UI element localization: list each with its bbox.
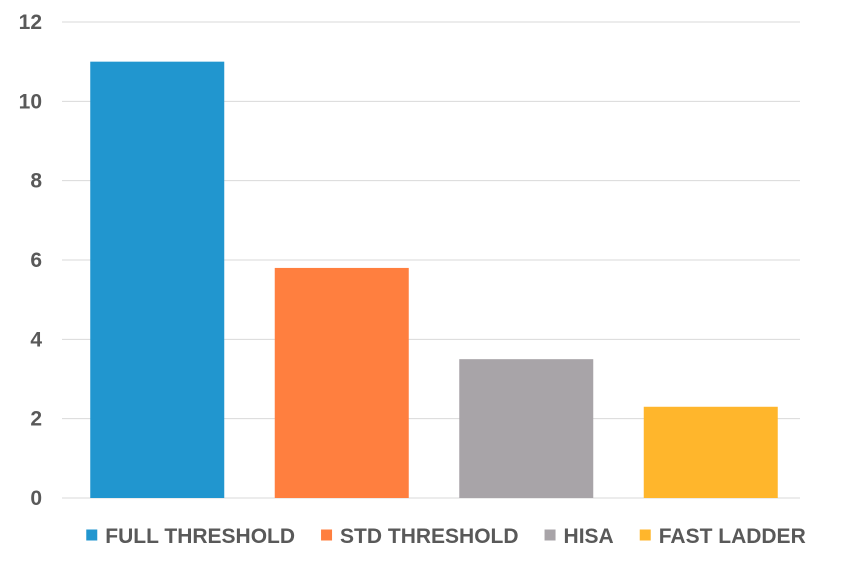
bar-full-threshold [90,61,225,499]
y-tick-label: 10 [19,90,42,113]
y-tick-label: 4 [30,328,42,351]
bar-std-threshold [274,267,409,498]
legend-label: HISA [564,525,614,548]
legend-swatch [321,529,333,541]
legend-swatch [639,529,651,541]
bar-fast-ladder [643,406,778,498]
legend-label: FULL THRESHOLD [105,525,295,548]
legend: FULL THRESHOLD STD THRESHOLD HISA FAST LADD… [86,525,806,548]
bars [90,61,778,499]
y-axis-ticks: 0 2 4 6 8 10 12 [19,11,43,510]
bar-hisa [459,359,594,498]
legend-label: FAST LADDER [659,525,806,548]
legend-label: STD THRESHOLD [340,525,519,548]
legend-swatch [544,529,556,541]
y-tick-label: 2 [30,408,42,431]
y-tick-label: 6 [30,249,42,272]
y-tick-label: 0 [30,487,42,510]
y-tick-label: 8 [30,170,42,193]
y-tick-label: 12 [19,11,42,34]
legend-swatch [86,529,98,541]
